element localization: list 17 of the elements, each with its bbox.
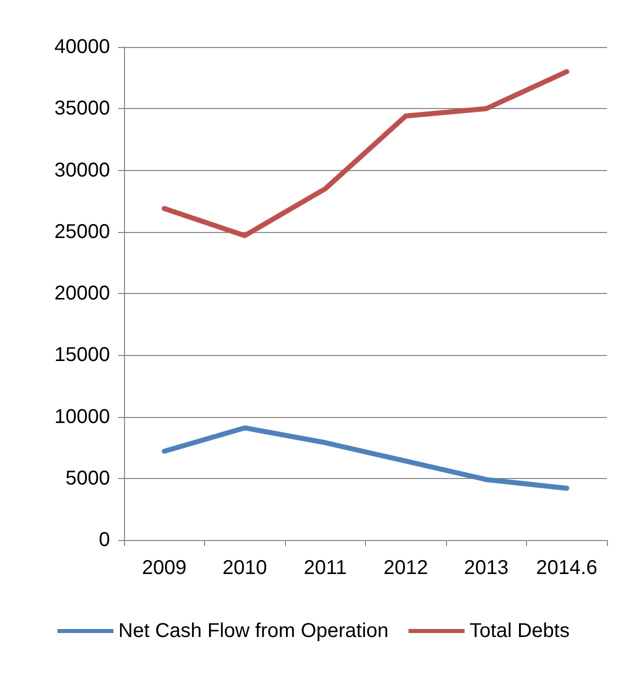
y-tick-label: 0 [98, 529, 110, 551]
y-tick-label: 10000 [54, 406, 110, 428]
y-tick-label: 35000 [54, 98, 110, 120]
legend-label: Net Cash Flow from Operation [118, 620, 389, 642]
y-tick-label: 5000 [66, 467, 110, 490]
y-tick-label: 20000 [54, 282, 110, 304]
x-tick-label: 2014.6 [536, 557, 598, 579]
x-tick-label: 2010 [222, 557, 267, 579]
y-tick-label: 25000 [54, 220, 110, 243]
y-tick-label: 15000 [54, 344, 110, 366]
x-tick-label: 2013 [464, 557, 508, 579]
x-tick-label: 2012 [384, 557, 428, 579]
legend-label: Total Debts [470, 620, 570, 642]
y-tick-label: 30000 [54, 159, 110, 182]
x-tick-label: 2011 [304, 557, 347, 579]
x-tick-label: 2009 [142, 557, 186, 579]
y-tick-label: 40000 [54, 36, 110, 58]
